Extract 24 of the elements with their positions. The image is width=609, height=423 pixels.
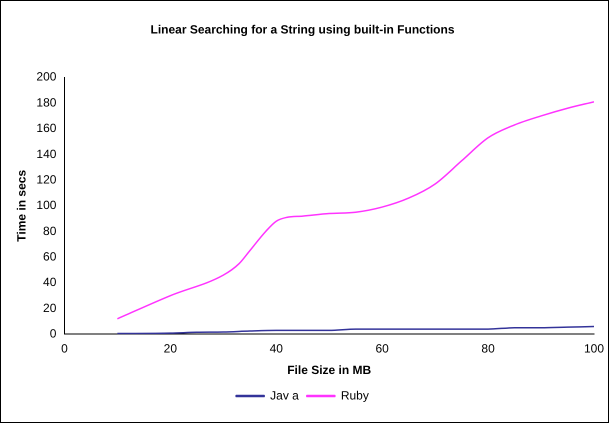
x-axis-title: File Size in MB	[287, 363, 372, 378]
y-tick-label: 100	[36, 198, 57, 212]
legend-label: Jav a	[270, 388, 300, 402]
x-tick-label: 60	[375, 342, 390, 356]
x-tick-label: 0	[61, 342, 68, 356]
x-tick-label: 80	[481, 342, 496, 356]
line-series	[116, 101, 594, 320]
y-tick-label: 160	[36, 121, 57, 136]
y-tick-label: 200	[36, 70, 57, 84]
x-tick-label: 20	[164, 342, 178, 356]
y-tick-label: 120	[36, 172, 57, 186]
y-tick-label: 40	[43, 275, 57, 290]
y-tick-label: 20	[43, 300, 57, 315]
y-tick-label: 140	[36, 146, 57, 161]
y-tick-label: 0	[50, 326, 57, 341]
line-series	[116, 326, 594, 334]
chart-title: Linear Searching for a String using built-in Functions	[150, 22, 455, 37]
x-tick-label: 40	[270, 342, 284, 356]
y-tick-label: 60	[43, 249, 57, 264]
y-tick-label: 180	[36, 95, 57, 110]
x-tick-label: 100	[584, 342, 604, 356]
y-axis-title: Time in secs	[14, 170, 29, 242]
legend-label: Ruby	[340, 388, 369, 402]
y-tick-label: 80	[43, 224, 57, 238]
